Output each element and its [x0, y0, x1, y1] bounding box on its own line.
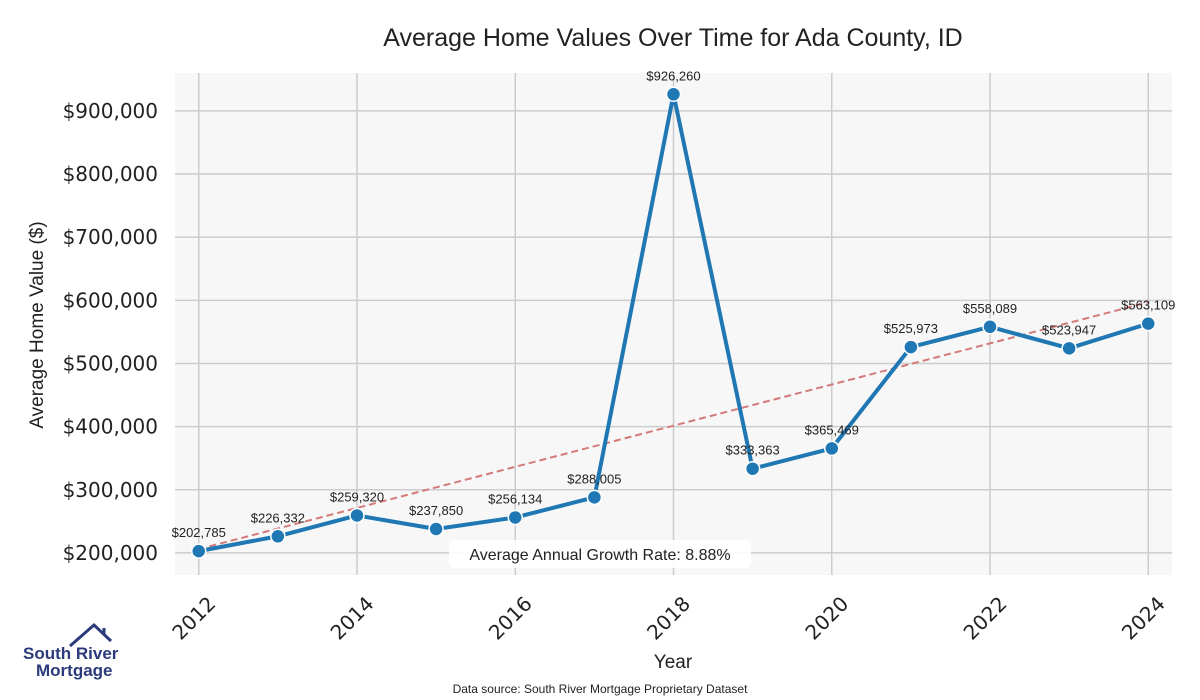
data-label: $525,973: [884, 321, 938, 336]
y-tick-label: $200,000: [63, 541, 158, 565]
data-label: $365,469: [805, 422, 859, 437]
data-label: $202,785: [172, 525, 226, 540]
data-point: [507, 509, 523, 526]
data-point: [586, 489, 603, 506]
house-roof-icon: [69, 622, 113, 648]
y-tick-label: $300,000: [63, 478, 158, 502]
y-tick-label: $500,000: [63, 351, 158, 375]
data-point: [665, 86, 682, 103]
data-label: $259,320: [330, 489, 384, 504]
data-label: $523,947: [1042, 322, 1096, 337]
data-point: [824, 440, 840, 457]
trend-line: [198, 301, 1149, 551]
data-point: [190, 543, 207, 559]
data-labels: $202,785 $226,332 $259,320 $237,850 $256,134…: [172, 68, 1176, 540]
y-tick-label: $800,000: [63, 162, 158, 186]
data-label: $333,363: [726, 443, 780, 458]
y-tick-label: $700,000: [63, 225, 158, 249]
data-label: $226,332: [251, 510, 305, 525]
data-label: $563,109: [1121, 298, 1175, 313]
data-label: $256,134: [488, 491, 542, 506]
data-point: [744, 460, 761, 477]
data-label: $926,260: [646, 68, 700, 83]
data-point: [270, 528, 286, 545]
data-label: $237,850: [409, 503, 463, 518]
y-tick-label: $600,000: [63, 288, 158, 312]
growth-annotation-text: Average Annual Growth Rate: 8.88%: [469, 547, 730, 564]
chart-title: Average Home Values Over Time for Ada Co…: [383, 24, 962, 52]
data-source-note: Data source: South River Mortgage Propri…: [453, 682, 748, 696]
data-point: [903, 339, 919, 355]
data-label: $558,089: [963, 301, 1017, 316]
x-tick-label: 2018: [642, 592, 695, 645]
x-tick-label: 2022: [959, 592, 1012, 645]
x-axis-ticks: 2012 2014 2016 2018 2020 2022 2024: [167, 592, 1169, 645]
x-tick-label: 2012: [167, 592, 220, 645]
x-tick-label: 2020: [800, 592, 853, 645]
x-axis-label: Year: [654, 652, 693, 673]
data-point: [349, 507, 365, 524]
y-tick-label: $400,000: [63, 415, 158, 439]
x-tick-label: 2024: [1117, 592, 1170, 645]
growth-annotation: Average Annual Growth Rate: 8.88%: [449, 540, 751, 568]
x-tick-label: 2016: [484, 592, 537, 645]
logo-line-1: South River: [23, 644, 119, 663]
data-point: [982, 319, 998, 335]
logo-line-2: Mortgage: [36, 661, 113, 680]
data-point: [1061, 340, 1077, 357]
y-axis-label: Average Home Value ($): [27, 221, 48, 428]
data-point: [1140, 315, 1157, 332]
data-points: [190, 86, 1157, 559]
x-tick-label: 2014: [326, 592, 379, 645]
south-river-mortgage-logo: South River Mortgage: [23, 622, 119, 680]
data-point: [428, 521, 444, 537]
y-axis-ticks: $200,000 $300,000 $400,000 $500,000 $600,000…: [63, 99, 158, 565]
data-label: $288,005: [567, 471, 621, 486]
growth-annotation-box: [449, 540, 751, 568]
y-tick-label: $900,000: [63, 99, 158, 123]
